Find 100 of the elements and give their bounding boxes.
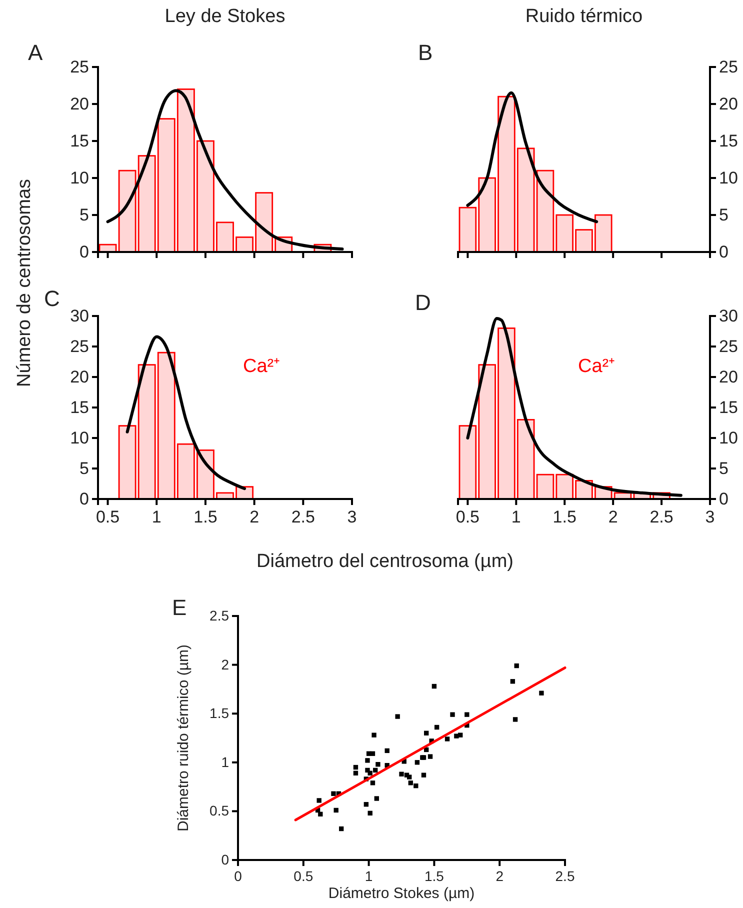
- text: E: [172, 595, 187, 620]
- y-tick-label: 10: [719, 428, 738, 448]
- x-tick-label: 1: [364, 868, 373, 884]
- point: [374, 796, 379, 801]
- y-tick-label: 2: [221, 656, 230, 672]
- y-tick-label: 20: [719, 94, 738, 114]
- point: [334, 808, 338, 813]
- y-tick-label: 15: [70, 398, 89, 417]
- text: A: [28, 40, 43, 65]
- x-tick-label: 3: [347, 507, 357, 526]
- y-tick-label: 15: [719, 398, 738, 417]
- y-tick-label: 0: [80, 489, 89, 508]
- y-tick-label: 25: [719, 336, 738, 356]
- y-tick-label: 30: [719, 306, 738, 326]
- annotation: Ca²⁺: [243, 356, 280, 377]
- y-tick-label: 5: [719, 205, 728, 224]
- y-tick-label: 0: [719, 242, 728, 262]
- point: [432, 684, 437, 689]
- y-tick-label: 15: [719, 131, 738, 150]
- y-tick-label: 0.5: [210, 802, 230, 819]
- y-tick-label: 10: [719, 168, 738, 188]
- text: D: [415, 290, 431, 315]
- point: [368, 770, 372, 776]
- point: [408, 780, 413, 786]
- x-tick-label: 2: [496, 868, 504, 884]
- point: [331, 791, 336, 796]
- point: [370, 751, 376, 756]
- y-tick-label: 5: [80, 458, 89, 478]
- y-tick-label: 25: [70, 336, 89, 356]
- x-tick-label: 2: [250, 507, 260, 526]
- y-axis-title: Diámetro ruido térmico (µm): [175, 644, 192, 832]
- point: [376, 762, 380, 767]
- point: [364, 802, 369, 807]
- point: [384, 748, 390, 754]
- point: [424, 730, 429, 736]
- y-tick-label: 10: [70, 428, 89, 448]
- point: [458, 732, 463, 738]
- point: [368, 810, 372, 816]
- y-tick-label: 20: [70, 94, 89, 114]
- y-tick-label: 0: [80, 242, 89, 262]
- x-tick-label: 2.5: [291, 507, 315, 526]
- chart-title: Ruido térmico: [525, 6, 643, 27]
- y-tick-label: 1.5: [210, 705, 230, 722]
- point: [539, 690, 544, 696]
- x-tick-label: 2.5: [555, 868, 575, 884]
- x-tick-label: 0.5: [456, 507, 480, 526]
- point: [370, 780, 376, 786]
- y-tick-label: 25: [719, 57, 738, 76]
- x-tick-label: 2: [608, 507, 618, 526]
- point: [353, 770, 358, 776]
- y-tick-label: 20: [70, 367, 89, 386]
- x-tick-label: 3: [705, 507, 715, 526]
- y-tick-label: 10: [70, 168, 89, 188]
- point: [365, 758, 370, 763]
- point: [454, 734, 459, 738]
- y-tick-label: 5: [719, 458, 728, 478]
- point: [428, 754, 433, 759]
- x-tick-label: 0.5: [96, 507, 120, 526]
- point: [399, 772, 404, 776]
- point: [450, 712, 455, 717]
- chart-title: Ley de Stokes: [164, 6, 286, 27]
- point: [316, 798, 322, 803]
- point: [444, 736, 450, 742]
- x-tick-label: 0: [234, 868, 242, 884]
- point: [434, 724, 440, 730]
- x-tick-label: 1.5: [424, 868, 444, 884]
- y-tick-label: 0: [719, 489, 728, 508]
- point: [353, 764, 358, 770]
- point: [421, 772, 426, 778]
- y-tick-label: 20: [719, 367, 738, 386]
- point: [372, 768, 378, 773]
- point: [512, 717, 518, 722]
- x-tick-label: 1: [511, 507, 521, 526]
- x-tick-label: 1: [152, 507, 162, 526]
- x-tick-label: 2.5: [650, 507, 674, 526]
- y-axis-title: Número de centrosomas: [14, 178, 35, 388]
- y-tick-label: 25: [70, 57, 89, 76]
- point: [464, 712, 470, 717]
- y-tick-label: 1: [221, 754, 230, 770]
- point: [414, 783, 418, 788]
- y-tick-label: 0: [221, 851, 230, 868]
- point: [510, 679, 516, 684]
- x-axis-title: Diámetro del centrosoma (µm): [256, 551, 514, 572]
- x-axis-title: Diámetro Stokes (µm): [328, 885, 475, 902]
- x-tick-label: 1.5: [194, 507, 218, 526]
- text: B: [418, 40, 433, 65]
- x-tick-label: 0.5: [294, 868, 314, 884]
- y-tick-label: 5: [80, 205, 89, 224]
- y-tick-label: 15: [70, 131, 89, 150]
- point: [414, 760, 420, 765]
- point: [318, 812, 323, 816]
- y-tick-label: 2.5: [210, 607, 230, 624]
- point: [395, 714, 400, 719]
- point: [514, 663, 519, 668]
- point: [407, 774, 412, 780]
- y-tick-label: 30: [70, 306, 89, 326]
- text: C: [44, 286, 60, 311]
- annotation: Ca²⁺: [578, 356, 615, 377]
- point: [338, 826, 344, 832]
- x-tick-label: 1.5: [552, 507, 576, 526]
